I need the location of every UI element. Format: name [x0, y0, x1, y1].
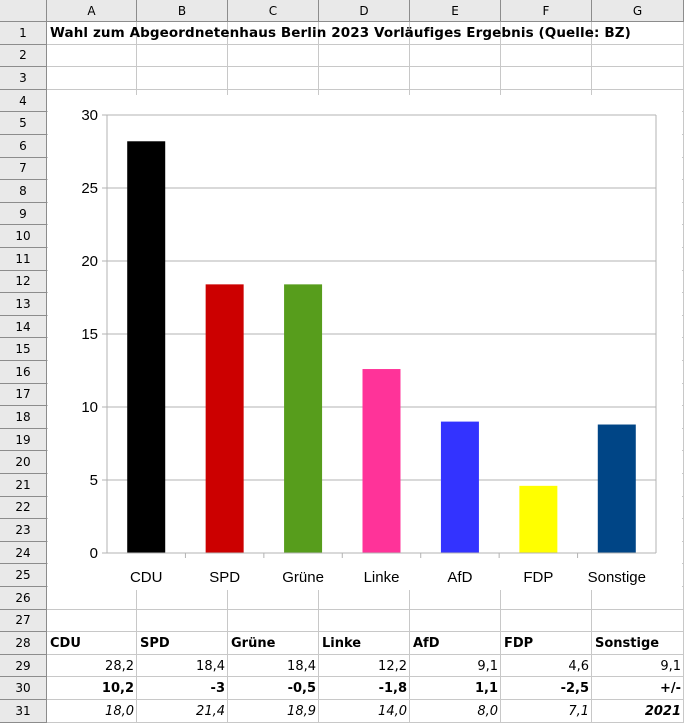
- row-header-1[interactable]: 1: [0, 22, 47, 45]
- y-tick-label: 15: [81, 326, 98, 343]
- x-tick-label: AfD: [447, 569, 472, 586]
- row-header-2[interactable]: 2: [0, 44, 47, 68]
- row-header-19[interactable]: 19: [0, 428, 47, 452]
- row-header-22[interactable]: 22: [0, 496, 47, 520]
- select-all-corner[interactable]: [0, 0, 47, 22]
- row-header-17[interactable]: 17: [0, 383, 47, 407]
- result-2023-cell[interactable]: 9,1: [660, 658, 681, 674]
- row-header-16[interactable]: 16: [0, 361, 47, 384]
- change-cell[interactable]: -2,5: [560, 681, 589, 697]
- party-header-cell[interactable]: Grüne: [231, 635, 276, 651]
- row-header-26[interactable]: 26: [0, 587, 47, 610]
- row-header-15[interactable]: 15: [0, 338, 47, 361]
- grid-line: [47, 653, 684, 655]
- row-header-18[interactable]: 18: [0, 406, 47, 429]
- party-header-cell[interactable]: CDU: [50, 635, 81, 651]
- party-header-cell[interactable]: AfD: [413, 635, 440, 651]
- row-header-23[interactable]: 23: [0, 519, 47, 542]
- y-tick-label: 0: [90, 545, 98, 562]
- result-2023-cell[interactable]: 9,1: [477, 658, 498, 674]
- grid-line: [47, 43, 684, 45]
- row-header-14[interactable]: 14: [0, 315, 47, 339]
- y-tick-label: 5: [90, 472, 98, 489]
- row-header-5[interactable]: 5: [0, 112, 47, 135]
- y-tick-label: 10: [81, 399, 98, 416]
- bar-fdp: [519, 485, 558, 553]
- row-header-20[interactable]: 20: [0, 451, 47, 474]
- result-2023-cell[interactable]: 28,2: [105, 658, 134, 674]
- bar-afd: [440, 421, 479, 553]
- bar-cdu: [127, 141, 166, 553]
- result-2023-cell[interactable]: 18,4: [196, 658, 225, 674]
- x-tick-label: FDP: [523, 569, 553, 586]
- row-header-21[interactable]: 21: [0, 474, 47, 497]
- change-cell[interactable]: -0,5: [287, 681, 316, 697]
- bar-grüne: [284, 284, 323, 553]
- bar-chart[interactable]: 0 5 10 15 20 25 30 CDU SPD Grüne Linke AfD FDP Sonsti…: [48, 95, 682, 590]
- party-header-cell[interactable]: Sonstige: [595, 635, 660, 651]
- result-2021-cell[interactable]: 8,0: [477, 703, 498, 719]
- row-header-7[interactable]: 7: [0, 157, 47, 181]
- party-header-cell[interactable]: FDP: [504, 635, 534, 651]
- column-header-c[interactable]: C: [228, 0, 319, 22]
- grid-line: [47, 676, 684, 678]
- result-2023-cell[interactable]: 18,4: [287, 658, 316, 674]
- change-cell[interactable]: 10,2: [101, 681, 134, 697]
- row-header-12[interactable]: 12: [0, 270, 47, 294]
- result-2023-cell[interactable]: 12,2: [378, 658, 407, 674]
- row-header-24[interactable]: 24: [0, 541, 47, 565]
- row-header-28[interactable]: 28: [0, 632, 47, 655]
- y-tick-label: 20: [81, 253, 98, 270]
- row-header-30[interactable]: 30: [0, 677, 47, 700]
- result-2021-cell[interactable]: 21,4: [196, 703, 225, 719]
- result-2021-cell[interactable]: 18,0: [105, 703, 134, 719]
- row-header-11[interactable]: 11: [0, 248, 47, 271]
- column-header-e[interactable]: E: [410, 0, 501, 22]
- change-cell[interactable]: -3: [210, 681, 225, 697]
- grid-line: [47, 66, 684, 68]
- change-cell[interactable]: +/-: [659, 681, 681, 697]
- bar-linke: [362, 369, 401, 553]
- row-header-3[interactable]: 3: [0, 67, 47, 90]
- row-header-31[interactable]: 31: [0, 700, 47, 723]
- result-2021-cell[interactable]: 2021: [644, 703, 681, 719]
- bar-sonstige: [597, 424, 636, 553]
- party-header-cell[interactable]: SPD: [140, 635, 170, 651]
- column-header-a[interactable]: A: [47, 0, 137, 22]
- row-header-13[interactable]: 13: [0, 293, 47, 316]
- column-header-d[interactable]: D: [319, 0, 410, 22]
- change-cell[interactable]: -1,8: [378, 681, 407, 697]
- column-header-b[interactable]: B: [137, 0, 228, 22]
- row-header-10[interactable]: 10: [0, 225, 47, 248]
- grid-line: [47, 631, 684, 633]
- row-header-6[interactable]: 6: [0, 135, 47, 158]
- change-cell[interactable]: 1,1: [474, 681, 498, 697]
- result-2021-cell[interactable]: 7,1: [568, 703, 589, 719]
- column-header-g[interactable]: G: [592, 0, 684, 22]
- result-2021-cell[interactable]: 14,0: [378, 703, 407, 719]
- row-header-9[interactable]: 9: [0, 202, 47, 226]
- row-header-4[interactable]: 4: [0, 89, 47, 113]
- grid-line: [47, 608, 684, 610]
- row-header-8[interactable]: 8: [0, 180, 47, 203]
- row-header-27[interactable]: 27: [0, 609, 47, 633]
- x-tick-label: Grüne: [282, 569, 324, 586]
- party-header-cell[interactable]: Linke: [322, 635, 362, 651]
- result-2021-cell[interactable]: 18,9: [287, 703, 316, 719]
- grid-line: [47, 88, 684, 90]
- x-tick-label: CDU: [130, 569, 163, 586]
- x-tick-label: Sonstige: [588, 569, 646, 586]
- x-tick-label: Linke: [364, 569, 400, 586]
- y-tick-label: 25: [81, 180, 98, 197]
- row-header-25[interactable]: 25: [0, 564, 47, 587]
- y-tick-label: 30: [81, 107, 98, 124]
- x-tick-label: SPD: [209, 569, 240, 586]
- grid-line: [47, 699, 684, 700]
- row-header-29[interactable]: 29: [0, 654, 47, 678]
- column-header-f[interactable]: F: [501, 0, 592, 22]
- result-2023-cell[interactable]: 4,6: [568, 658, 589, 674]
- bar-spd: [205, 284, 244, 553]
- sheet-title[interactable]: Wahl zum Abgeordnetenhaus Berlin 2023 Vo…: [50, 25, 631, 42]
